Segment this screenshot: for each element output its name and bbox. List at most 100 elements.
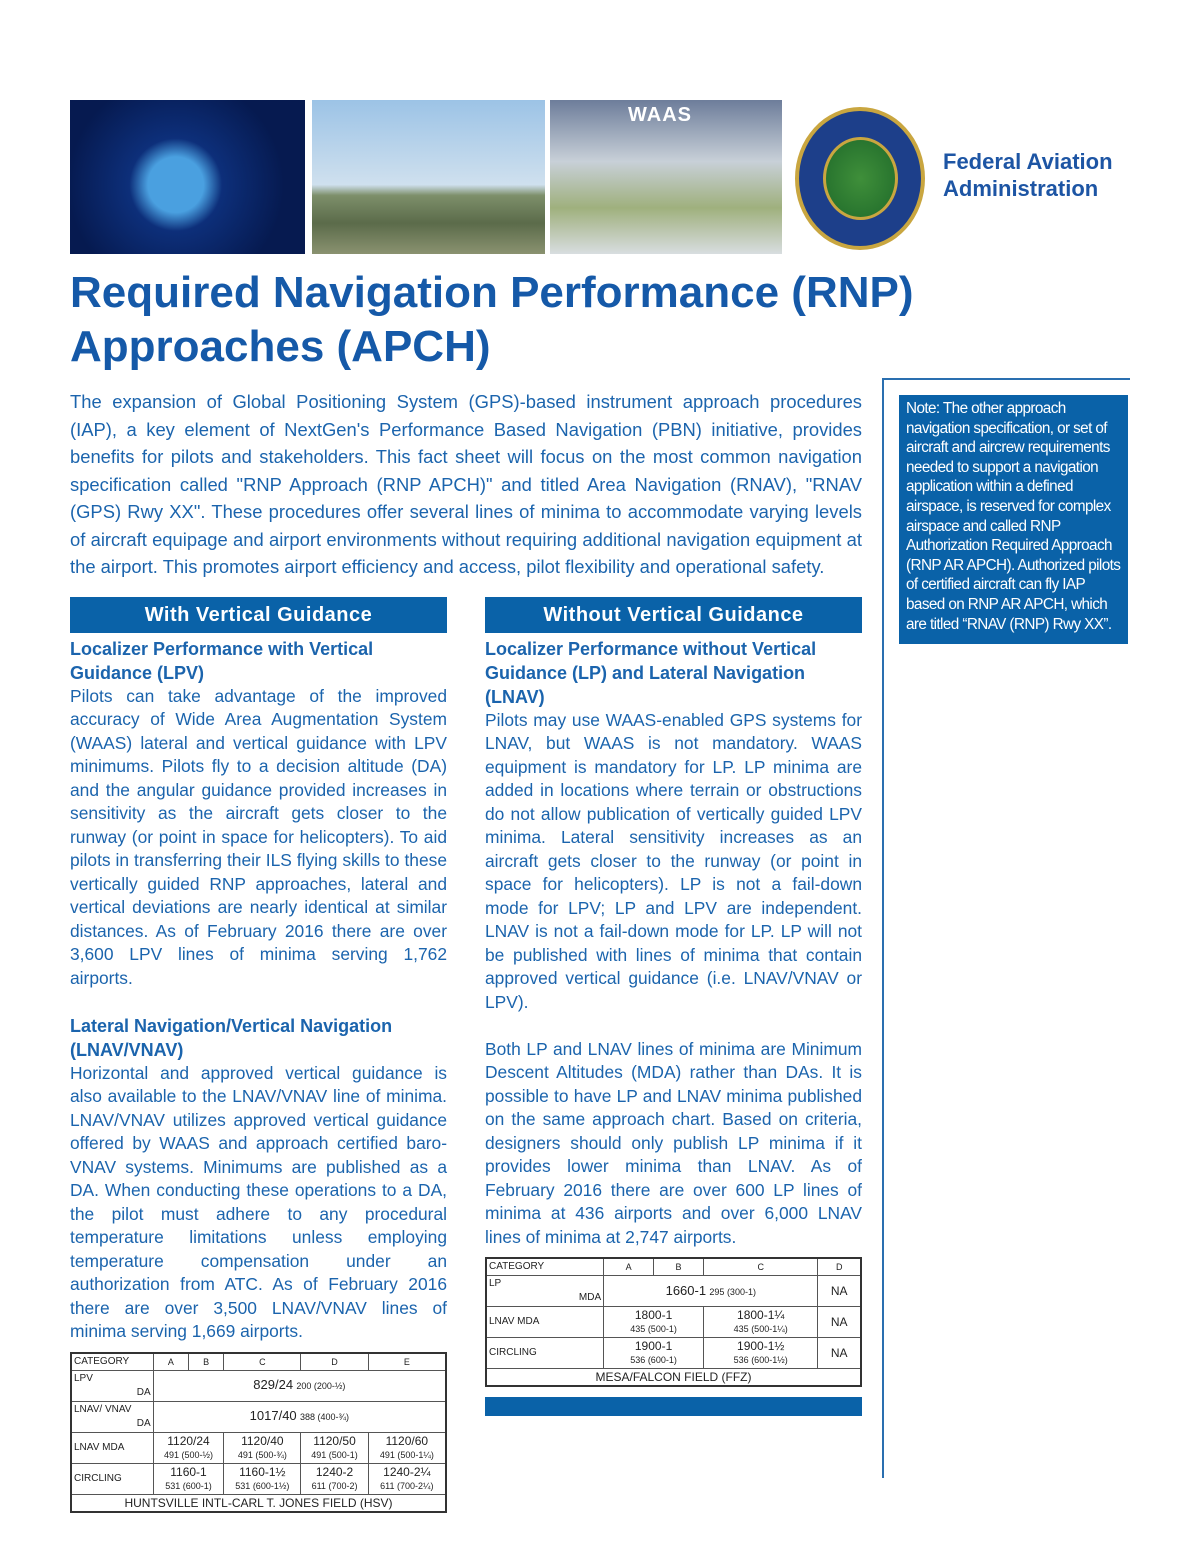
- circling-ab: 1160-1 531 (600-1): [152, 1462, 225, 1495]
- label: LP: [489, 1278, 502, 1289]
- value: 1120/24: [167, 1433, 210, 1448]
- circling-ab: 1900-1 536 (600-1): [603, 1337, 704, 1369]
- row-label: CIRCLING: [70, 1462, 154, 1495]
- circling-d: NA: [817, 1337, 862, 1369]
- sub: 611 (700-2): [311, 1480, 358, 1491]
- value: 1120/40: [241, 1433, 284, 1448]
- ffz-minima-table: CATEGORY A B C D LP MDA 1660-1 295 (300-1) NA L…: [485, 1257, 862, 1387]
- lnav-d: 1120/50 491 (500-1): [300, 1431, 369, 1464]
- label: LPV: [74, 1372, 93, 1384]
- sub: 295 (300-1): [709, 1286, 756, 1297]
- lnav-e: 1120/60 491 (500-1¼): [367, 1431, 447, 1464]
- lp-lnav-heading: Localizer Performance without Vertical G…: [485, 638, 817, 707]
- lpv-heading: Localizer Performance with Vertical Guid…: [70, 638, 374, 683]
- columns: With Vertical Guidance Localizer Perform…: [70, 596, 862, 1513]
- lpv-value: 829/24 200 (200-½): [152, 1369, 447, 1402]
- header-cell: D: [817, 1257, 862, 1276]
- waas-map-image: WAAS: [550, 100, 782, 254]
- airplane-takeoff-image: [312, 100, 545, 254]
- row-label: LNAV MDA: [70, 1431, 154, 1464]
- page-title: Required Navigation Performance (RNP) App…: [70, 266, 914, 374]
- org-name: Federal Aviation Administration: [943, 148, 1113, 202]
- row-label: LNAV/ VNAV DA: [70, 1400, 154, 1433]
- circling-e: 1240-2¼ 611 (700-2¼): [367, 1462, 447, 1495]
- header-cell: CATEGORY: [485, 1257, 605, 1276]
- value: 829/24: [253, 1377, 294, 1392]
- satellites-globe-image: [70, 100, 305, 254]
- header-cell: B: [187, 1352, 225, 1371]
- value: 1240-2¼: [383, 1464, 431, 1479]
- left-column: With Vertical Guidance Localizer Perform…: [70, 596, 447, 1513]
- lnav-ab: 1120/24 491 (500-½): [152, 1431, 225, 1464]
- header-cell: CATEGORY: [70, 1352, 154, 1371]
- header-cell: B: [653, 1257, 704, 1276]
- sub: 491 (500-½): [163, 1449, 213, 1460]
- value: 1120/50: [313, 1433, 356, 1448]
- org-name-line2: Administration: [943, 176, 1099, 201]
- lp-d: NA: [817, 1275, 862, 1307]
- lp-value: 1660-1 295 (300-1): [603, 1275, 819, 1307]
- without-vertical-guidance-band: Without Vertical Guidance: [485, 596, 862, 633]
- mda-paragraph: Both LP and LNAV lines of minima are Min…: [485, 1038, 862, 1247]
- lpv-paragraph: Pilots can take advantage of the improve…: [70, 685, 447, 988]
- sub: 491 (500-¾): [237, 1449, 287, 1460]
- note-box: Note: The other approach navigation spec…: [899, 395, 1128, 645]
- sub: 536 (600-1): [630, 1355, 677, 1365]
- sub: 491 (500-1¼): [379, 1449, 434, 1460]
- sub: 200 (200-½): [296, 1381, 346, 1391]
- sidebar-frame: [882, 378, 1130, 1478]
- title-line1: Required Navigation Performance (RNP): [70, 268, 914, 317]
- header-cell: A: [152, 1352, 189, 1371]
- faa-seal-logo: [795, 107, 925, 250]
- circling-c: 1160-1½ 531 (600-1½): [223, 1462, 302, 1495]
- sub: 531 (600-1): [165, 1480, 212, 1491]
- sub: 435 (500-1): [630, 1324, 677, 1334]
- org-name-line1: Federal Aviation: [943, 149, 1113, 174]
- lnav-vnav-paragraph: Horizontal and approved vertical guidanc…: [70, 1062, 447, 1342]
- type: MDA: [578, 1292, 602, 1303]
- header-cell: A: [603, 1257, 655, 1276]
- row-label: LNAV MDA: [485, 1306, 605, 1338]
- lnav-vnav-heading: Lateral Navigation/Vertical Navigation (…: [70, 1015, 393, 1060]
- waas-banner: WAAS: [628, 104, 692, 126]
- lnav-c: 1120/40 491 (500-¾): [223, 1431, 302, 1464]
- circling-c: 1900-1½ 536 (600-1½): [702, 1337, 819, 1369]
- sub: 536 (600-1½): [733, 1355, 788, 1365]
- sub: 435 (500-1¼): [733, 1324, 788, 1334]
- lp-lnav-paragraph: Pilots may use WAAS-enabled GPS systems …: [485, 709, 862, 1012]
- row-label: LP MDA: [485, 1275, 605, 1307]
- intro-paragraph: The expansion of Global Positioning Syst…: [70, 391, 862, 577]
- type: DA: [136, 1386, 151, 1398]
- title-line2: Approaches (APCH): [70, 322, 491, 371]
- header-cell: C: [223, 1352, 302, 1371]
- lnav-d: NA: [817, 1306, 862, 1338]
- row-label: LPV DA: [70, 1369, 154, 1402]
- lnav-ab: 1800-1 435 (500-1): [603, 1306, 704, 1338]
- sub: 491 (500-1): [311, 1449, 358, 1460]
- table-footer: MESA/FALCON FIELD (FFZ): [485, 1368, 862, 1387]
- value: 1900-1½: [737, 1339, 785, 1353]
- value: 1240-2: [315, 1464, 354, 1479]
- header-cell: E: [367, 1352, 447, 1371]
- hsv-minima-table: CATEGORY A B C D E LPV DA 829/24 200 (200-½) LN…: [70, 1351, 447, 1513]
- value: 1660-1: [665, 1282, 707, 1298]
- value: 1800-1¼: [737, 1308, 785, 1322]
- value: 1160-1½: [239, 1464, 286, 1479]
- header-cell: C: [702, 1257, 819, 1276]
- main-content: Required Navigation Performance (RNP) App…: [70, 266, 914, 1513]
- right-column: Without Vertical Guidance Localizer Perf…: [485, 596, 862, 1416]
- table-footer: HUNTSVILLE INTL-CARL T. JONES FIELD (HSV…: [70, 1493, 447, 1512]
- with-vertical-guidance-band: With Vertical Guidance: [70, 596, 447, 633]
- sub: 531 (600-1½): [235, 1480, 290, 1491]
- value: 1800-1: [634, 1308, 673, 1322]
- sub: 611 (700-2¼): [380, 1480, 434, 1491]
- sub: 388 (400-¾): [300, 1412, 350, 1422]
- header-cell: D: [300, 1352, 369, 1371]
- bottom-bar: [485, 1397, 862, 1416]
- label: LNAV/ VNAV: [74, 1403, 132, 1415]
- value: 1120/60: [385, 1433, 429, 1448]
- value: 1160-1: [170, 1464, 207, 1479]
- row-label: CIRCLING: [485, 1337, 605, 1369]
- lnavvnav-value: 1017/40 388 (400-¾): [152, 1400, 447, 1433]
- type: DA: [136, 1417, 151, 1429]
